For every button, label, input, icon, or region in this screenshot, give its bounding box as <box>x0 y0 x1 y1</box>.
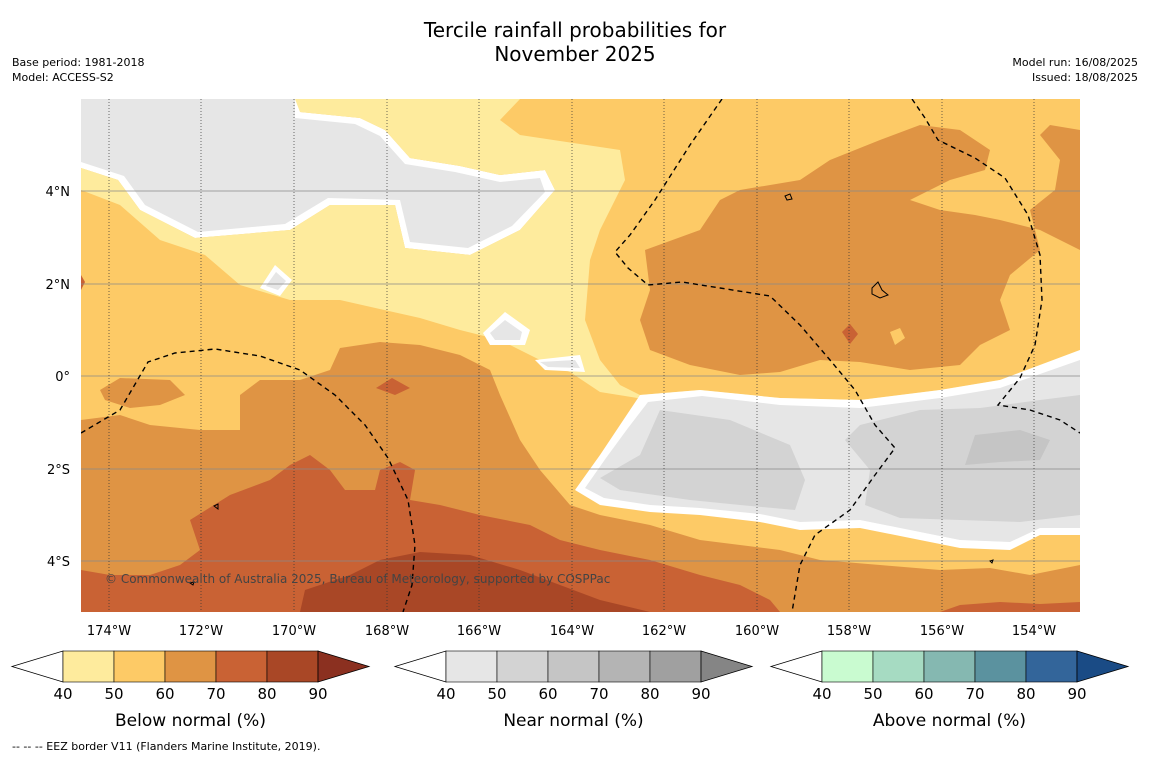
colorbar-tick-label: 40 <box>436 685 455 703</box>
region-below-70-east <box>640 125 1080 375</box>
issued-date: Issued: 18/08/2025 <box>1031 71 1138 84</box>
colorbar-tick-label: 70 <box>206 685 225 703</box>
colorbar-tick-label: 70 <box>589 685 608 703</box>
colorbar-segment <box>62 650 115 683</box>
meta-left: Base period: 1981-2018 Model: ACCESS-S2 <box>12 55 144 85</box>
colorbar-tick-label: 60 <box>155 685 174 703</box>
colorbar-title: Near normal (%) <box>503 711 643 731</box>
colorbar-title: Above normal (%) <box>873 711 1026 731</box>
near-normal-colorbar: 40 50 60 70 80 90 Near normal (%) <box>393 650 754 731</box>
lon-label: 164°W <box>550 624 594 639</box>
colorbar-extend-low <box>393 650 447 683</box>
lat-label: 2°N <box>46 278 71 293</box>
lon-label: 172°W <box>179 624 223 639</box>
region-below-80-edge <box>81 275 85 290</box>
region-below-60-hole <box>890 328 905 345</box>
colorbar-tick-label: 90 <box>308 685 327 703</box>
colorbar-segment <box>113 650 166 683</box>
region-near-normal-50-west <box>600 410 805 510</box>
region-below-80-se <box>940 602 1080 612</box>
lon-axis: 174°W 172°W 170°W 168°W 166°W 164°W 162°… <box>87 624 1056 639</box>
colorbar-segment <box>445 650 498 683</box>
lon-label: 158°W <box>827 624 871 639</box>
colorbar-segment <box>496 650 549 683</box>
model-name: Model: ACCESS-S2 <box>12 71 114 84</box>
near-normal-patch <box>490 320 522 340</box>
island-outlines <box>188 193 994 586</box>
colorbar-tick-label: 50 <box>863 685 882 703</box>
above-normal-colorbar: 40 50 60 70 80 90 Above normal (%) <box>769 650 1130 731</box>
near-normal-patch-3 <box>540 360 580 368</box>
colorbar-segment <box>923 650 976 683</box>
colorbar-segment <box>974 650 1027 683</box>
lon-label: 154°W <box>1012 624 1056 639</box>
region-below-90 <box>300 552 650 612</box>
colorbar-tick-label: 80 <box>1016 685 1035 703</box>
lat-axis: 4°N 2°N 0° 2°S 4°S <box>46 185 71 570</box>
lon-label: 170°W <box>272 624 316 639</box>
lat-label: 4°S <box>47 555 70 570</box>
model-run-date: Model run: 16/08/2025 <box>1012 56 1138 69</box>
colorbar-tick-label: 40 <box>53 685 72 703</box>
colorbar-tick-label: 40 <box>812 685 831 703</box>
colorbar-segment <box>649 650 702 683</box>
probability-map <box>81 99 1080 612</box>
colorbar-segment <box>821 650 874 683</box>
colorbar-extend-high <box>317 650 371 683</box>
colorbar-tick-label: 60 <box>914 685 933 703</box>
colorbars: 40 50 60 70 80 90 Below normal (%) 40 50 60 70 80 90… <box>10 650 1130 731</box>
region-below-70-patch <box>100 378 185 408</box>
meta-right: Model run: 16/08/2025 Issued: 18/08/2025 <box>1012 55 1138 85</box>
region-near-normal-60 <box>965 430 1050 465</box>
colorbar-segment <box>1025 650 1078 683</box>
colorbar-tick-label: 70 <box>965 685 984 703</box>
colorbar-tick-label: 90 <box>1067 685 1086 703</box>
near-normal-patch-2 <box>266 272 286 290</box>
lat-label: 0° <box>55 370 70 385</box>
title-line-2: November 2025 <box>494 42 656 66</box>
colorbar-extend-high <box>700 650 754 683</box>
region-below-80-east <box>842 324 858 344</box>
colorbar-extend-low <box>10 650 64 683</box>
colorbar-tick-label: 80 <box>257 685 276 703</box>
region-below-50 <box>81 99 1080 430</box>
region-below-80 <box>81 455 780 612</box>
colorbar-extend-low <box>769 650 823 683</box>
region-below-80-patch <box>376 378 410 395</box>
title-line-1: Tercile rainfall probabilities for <box>423 18 727 42</box>
lon-label: 162°W <box>642 624 686 639</box>
colorbar-segment <box>598 650 651 683</box>
lat-label: 4°N <box>46 185 71 200</box>
colorbar-segment <box>547 650 600 683</box>
colorbar-segment <box>872 650 925 683</box>
colorbar-tick-label: 50 <box>487 685 506 703</box>
lat-label: 2°S <box>47 463 70 478</box>
colorbar-segment <box>164 650 217 683</box>
colorbar-title: Below normal (%) <box>115 711 266 731</box>
region-near-normal-north <box>81 99 545 248</box>
lat-gridlines <box>81 190 1080 562</box>
eez-footnote: -- -- -- EEZ border V11 (Flanders Marine… <box>12 740 321 753</box>
lon-label: 166°W <box>457 624 501 639</box>
colorbar-segment <box>215 650 268 683</box>
below-normal-colorbar: 40 50 60 70 80 90 Below normal (%) <box>10 650 371 731</box>
region-near-normal-50-east <box>845 395 1080 522</box>
colorbar-extend-high <box>1076 650 1130 683</box>
copyright-notice: © Commonwealth of Australia 2025, Bureau… <box>105 572 611 586</box>
map-title: Tercile rainfall probabilities for Novem… <box>0 18 1150 66</box>
colorbar-segment <box>266 650 319 683</box>
colorbar-tick-label: 50 <box>104 685 123 703</box>
colorbar-tick-label: 80 <box>640 685 659 703</box>
colorbar-tick-label: 90 <box>691 685 710 703</box>
eez-borders <box>81 99 1080 612</box>
base-period: Base period: 1981-2018 <box>12 56 145 69</box>
lon-label: 160°W <box>735 624 779 639</box>
colorbar-tick-label: 60 <box>538 685 557 703</box>
lon-label: 174°W <box>87 624 131 639</box>
lon-label: 168°W <box>365 624 409 639</box>
lon-label: 156°W <box>920 624 964 639</box>
